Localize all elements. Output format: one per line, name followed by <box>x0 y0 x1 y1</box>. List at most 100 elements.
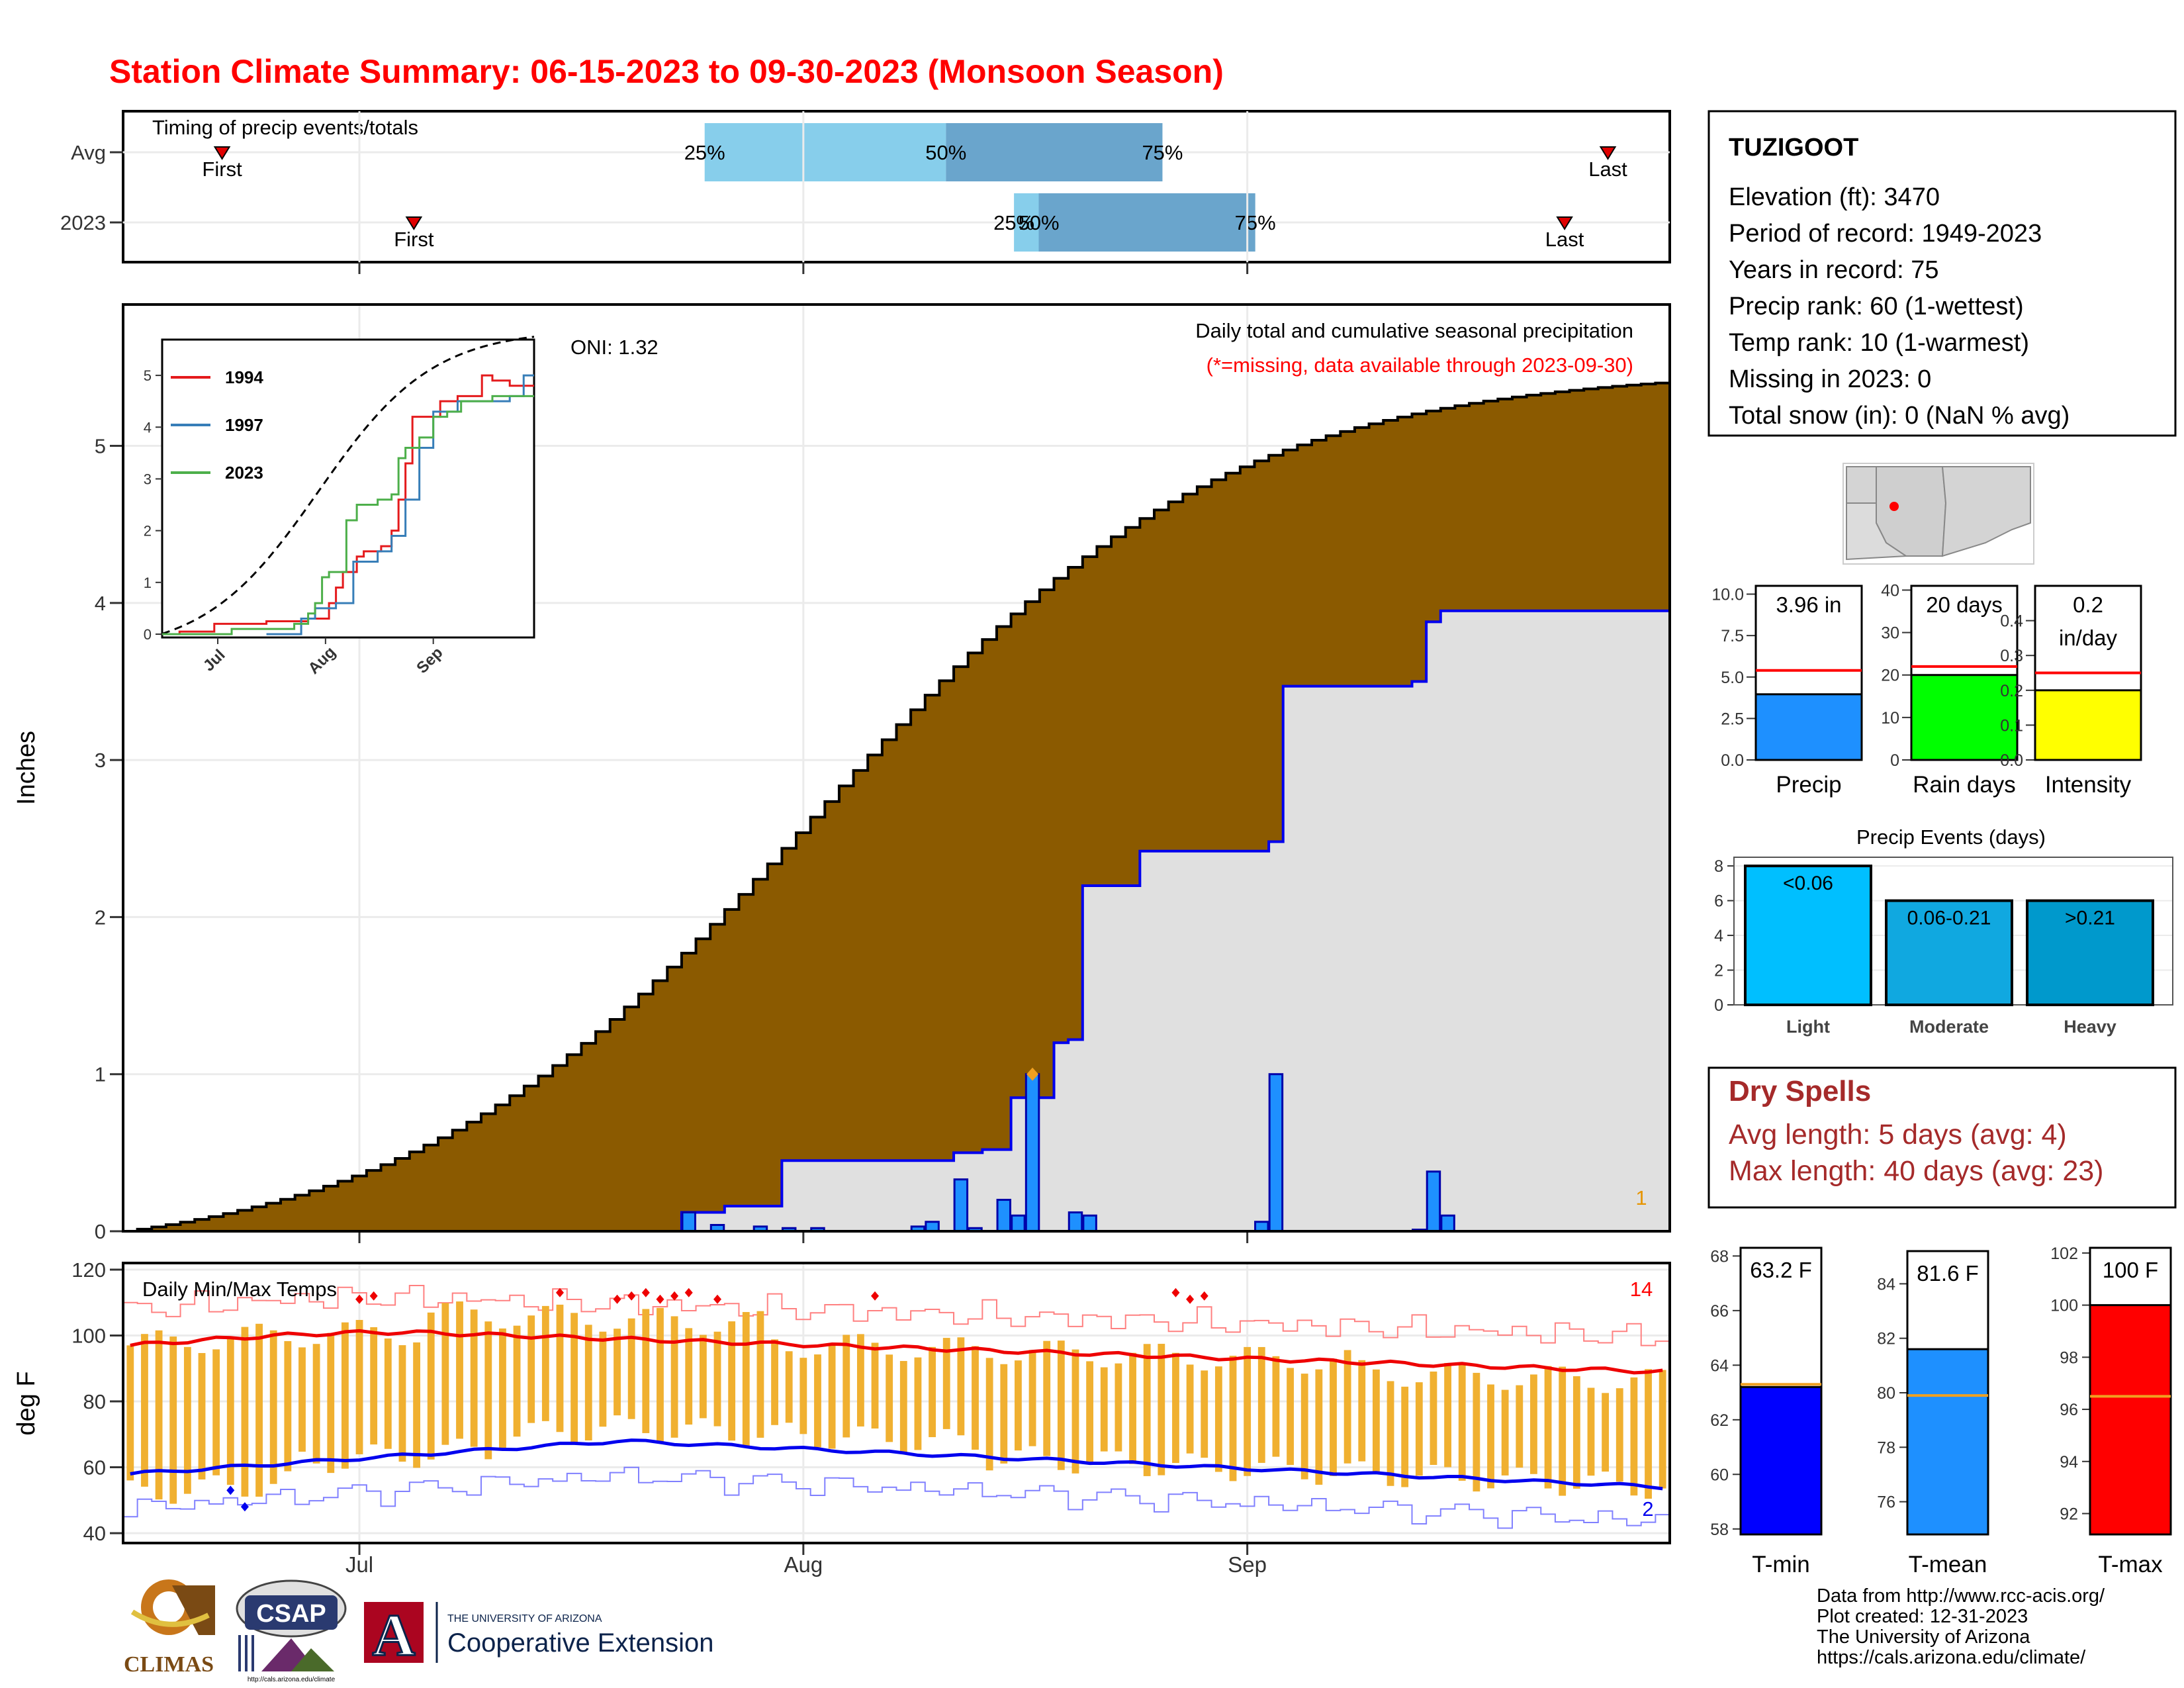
daily-precip-bar <box>1024 1073 1040 1233</box>
gauge-value-unit: in/day <box>2059 626 2118 650</box>
daily-temp-bar <box>1487 1384 1494 1489</box>
precip-subheader: (*=missing, data available through 2023-… <box>1206 353 1633 377</box>
daily-temp-bar <box>1358 1360 1366 1462</box>
inset-legend-label: 1997 <box>225 415 263 435</box>
daily-temp-bar <box>828 1344 836 1449</box>
daily-temp-bar <box>327 1333 335 1474</box>
precip-ytick-label: 4 <box>95 592 106 615</box>
ua-small-text: THE UNIVERSITY OF ARIZONA <box>447 1613 602 1624</box>
daily-temp-bar <box>1602 1393 1610 1472</box>
temp-gauge-tick-label: 60 <box>1710 1466 1729 1484</box>
record-high-marker <box>684 1288 693 1297</box>
daily-temp-bar <box>871 1342 879 1429</box>
timing-p75-label: 75% <box>1235 211 1276 234</box>
station-info-box: TUZIGOOT Elevation (ft): 3470 Period of r… <box>1707 110 2177 437</box>
gauge-value-label: 3.96 in <box>1776 592 1841 617</box>
daily-temp-bar <box>169 1336 177 1504</box>
daily-precip-bar <box>996 1199 1012 1233</box>
daily-temp-bar <box>713 1331 721 1427</box>
daily-temp-bar <box>1172 1352 1179 1464</box>
gauge-tick-label: 30 <box>1881 624 1899 643</box>
gauge-tick-label: 40 <box>1881 581 1899 600</box>
precip-corner-count: 1 <box>1635 1186 1647 1209</box>
daily-temp-bar <box>141 1334 148 1487</box>
dry-spells-title: Dry Spells <box>1729 1075 1871 1107</box>
csap-logo: CSAP http://cals.arizona.edu/climate <box>236 1579 347 1683</box>
temp-ytick-label: 40 <box>83 1522 106 1545</box>
events-bar-label: >0.21 <box>2065 908 2115 929</box>
daily-temp-bar <box>1630 1377 1638 1496</box>
temp-gauge-tick-label: 102 <box>2050 1244 2078 1263</box>
daily-temp-bar <box>799 1358 807 1434</box>
daily-temp-bar <box>771 1339 778 1425</box>
daily-temp-bar <box>398 1345 406 1462</box>
temp-ylabel: deg F <box>13 1371 40 1435</box>
daily-temp-bar <box>1415 1382 1423 1476</box>
daily-temp-bar <box>570 1313 578 1443</box>
temp-gauge-tick-label: 98 <box>2060 1348 2078 1367</box>
daily-temp-bar <box>785 1351 793 1423</box>
timing-first-marker <box>213 146 231 160</box>
temp-gauge-tick-label: 66 <box>1710 1302 1729 1321</box>
daily-precip-bar <box>1068 1211 1083 1233</box>
daily-temp-bar <box>899 1360 907 1453</box>
gauge-label: Intensity <box>2045 772 2132 798</box>
month-axis-label: Aug <box>784 1552 823 1577</box>
daily-temp-bar <box>756 1311 764 1438</box>
daily-temp-bar <box>1158 1344 1165 1476</box>
credit-line: Plot created: 12-31-2023 <box>1817 1606 2028 1627</box>
avg-min-temp-line <box>130 1438 1663 1491</box>
precip-ytick-label: 0 <box>95 1220 106 1243</box>
timing-row-label: Avg <box>71 141 106 164</box>
credits: Data from http://www.rcc-acis.org/Plot c… <box>1817 1585 2105 1668</box>
daily-temp-bar <box>929 1346 936 1438</box>
timing-bar-50-75 <box>946 123 1163 181</box>
gauge-bar <box>1754 693 1863 761</box>
inset-average-line <box>161 336 535 635</box>
station-name: TUZIGOOT <box>1729 134 1858 162</box>
gauge-value-label: 0.2 <box>2073 592 2103 617</box>
month-axis-label: Sep <box>1228 1552 1267 1577</box>
record-high-marker <box>641 1288 650 1297</box>
daily-temp-bar <box>1315 1369 1323 1485</box>
daily-temp-bar <box>1516 1385 1524 1468</box>
daily-precip-bar <box>1268 1073 1284 1233</box>
timing-p25-label: 25% <box>684 141 725 164</box>
daily-temp-bar <box>527 1315 535 1423</box>
record-high-marker <box>627 1291 636 1301</box>
temp-gauge-tick-label: 100 <box>2050 1297 2078 1315</box>
gauge-tick-label: 0.4 <box>2000 612 2023 631</box>
daily-temp-bar <box>886 1354 893 1442</box>
daily-temp-bar <box>1343 1350 1351 1464</box>
events-category-label: Heavy <box>2064 1017 2116 1037</box>
inset-line-2023 <box>162 395 534 635</box>
daily-temp-bar <box>670 1316 678 1438</box>
gauge-tick-label: 7.5 <box>1721 627 1744 645</box>
daily-precip-bar <box>1440 1214 1455 1233</box>
temp-gauge-value-label: 81.6 F <box>1917 1261 1979 1286</box>
temp-gauge-bar <box>1739 1385 1823 1536</box>
daily-precip-bar <box>1011 1214 1026 1233</box>
inset-line-1997 <box>266 374 534 635</box>
daily-temp-bar <box>212 1349 220 1476</box>
credit-line: Data from http://www.rcc-acis.org/ <box>1817 1585 2105 1607</box>
inset-ytick-label: 5 <box>144 367 152 384</box>
daily-temp-bar <box>384 1338 392 1449</box>
record-high-marker <box>1171 1288 1180 1297</box>
temp-gauge-bar <box>2089 1304 2172 1536</box>
timing-bar-25-50 <box>704 123 946 181</box>
daily-temp-bar <box>1659 1370 1666 1489</box>
temp-ytick-label: 120 <box>71 1258 106 1282</box>
record-high-marker <box>369 1291 378 1301</box>
gauge-bar <box>2034 689 2142 761</box>
events-bar-label: 0.06-0.21 <box>1907 908 1991 929</box>
daily-temp-bar <box>1387 1381 1394 1486</box>
page-title: Station Climate Summary: 06-15-2023 to 0… <box>109 53 1224 90</box>
daily-temp-bar <box>1129 1352 1136 1464</box>
daily-temp-bar <box>183 1346 191 1494</box>
events-bar-label: <0.06 <box>1783 872 1833 894</box>
precip-ylabel: Inches <box>13 731 40 805</box>
daily-temp-bar <box>599 1331 607 1427</box>
precip-events-chart: Precip Events (days) 0 2 4 6 8 <0.06 Light 0.06… <box>1714 825 2173 1037</box>
